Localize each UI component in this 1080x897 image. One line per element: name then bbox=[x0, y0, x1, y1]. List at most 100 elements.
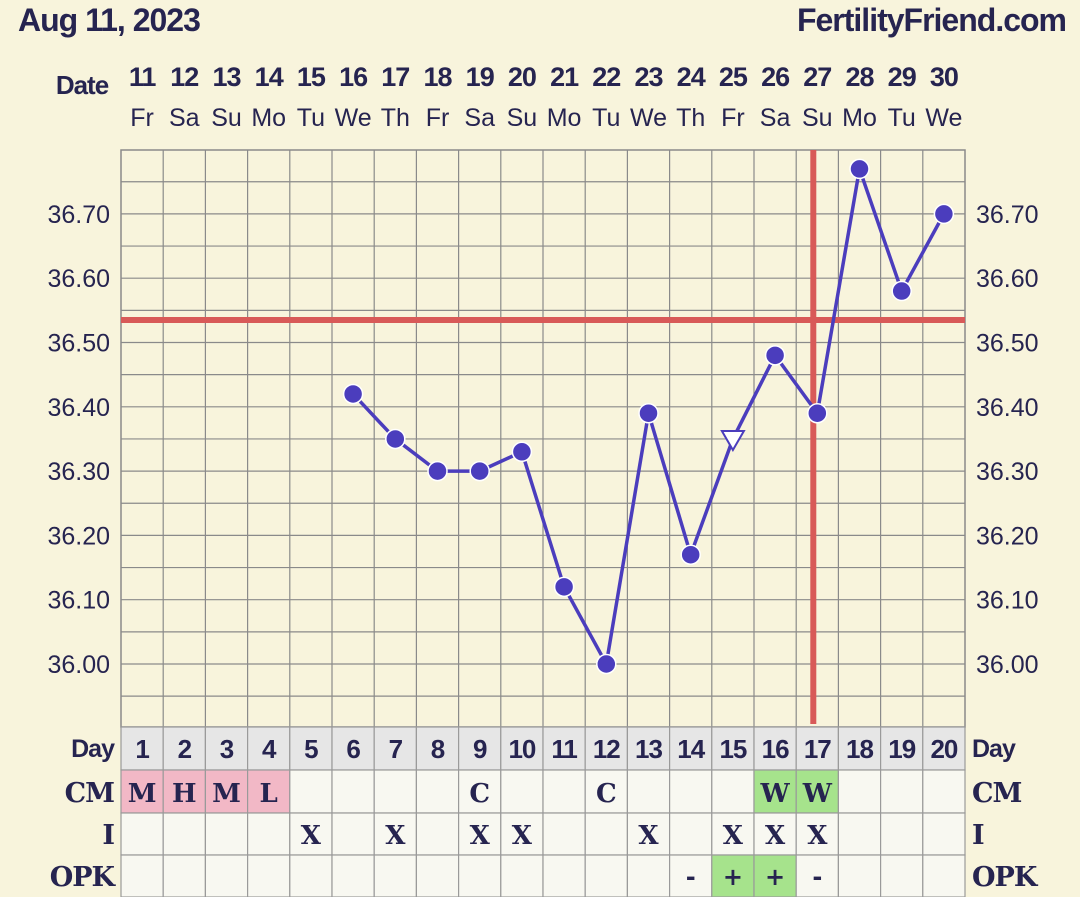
day-cell bbox=[626, 726, 671, 771]
cycle-day-label: 3 bbox=[220, 734, 234, 764]
opk-cell bbox=[879, 854, 924, 897]
cycle-day-label: 10 bbox=[508, 734, 535, 764]
cycle-day-label: 20 bbox=[930, 734, 957, 764]
date-label: 15 bbox=[297, 62, 326, 92]
opk-cell bbox=[415, 854, 460, 897]
weekday-label: Su bbox=[211, 104, 242, 132]
weekday-label: Tu bbox=[592, 104, 620, 132]
intercourse-mark: X bbox=[470, 821, 491, 851]
opk-cell bbox=[120, 854, 164, 897]
cm-value: M bbox=[128, 779, 157, 809]
opk-cell bbox=[542, 854, 586, 897]
cycle-day-label: 5 bbox=[304, 734, 318, 764]
temperature-point bbox=[511, 441, 533, 463]
intercourse-mark: X bbox=[807, 821, 828, 851]
i-cell bbox=[373, 812, 418, 856]
site-name: FertilityFriend.com bbox=[796, 2, 1067, 38]
day-row-label-right: Day bbox=[972, 735, 1016, 763]
y-tick-label-right: 36.60 bbox=[976, 265, 1039, 293]
cm-value: L bbox=[260, 779, 278, 809]
weekday-label: Su bbox=[507, 104, 538, 132]
y-tick-label-left: 36.00 bbox=[47, 651, 110, 679]
cm-cell bbox=[500, 769, 544, 814]
cycle-day-label: 2 bbox=[178, 734, 192, 764]
cm-cell bbox=[331, 769, 375, 814]
date-label: 21 bbox=[550, 62, 579, 92]
opk-cell bbox=[668, 854, 713, 897]
cm-cell bbox=[415, 769, 460, 814]
y-tick-label-left: 36.60 bbox=[47, 265, 110, 293]
weekday-label: We bbox=[335, 104, 372, 132]
temperature-point bbox=[553, 576, 575, 598]
date-label: 28 bbox=[845, 62, 874, 92]
opk-cell bbox=[753, 854, 797, 897]
opk-cell bbox=[922, 854, 966, 897]
intercourse-mark: X bbox=[385, 821, 406, 851]
temperature-point bbox=[849, 158, 870, 180]
i-cell bbox=[331, 812, 375, 856]
date-label: 19 bbox=[466, 62, 495, 92]
temperature-line-segment bbox=[646, 412, 693, 556]
opk-cell bbox=[626, 854, 671, 897]
i-cell bbox=[753, 812, 797, 856]
cm-cell bbox=[626, 769, 671, 814]
i-cell bbox=[542, 812, 586, 856]
cm-value: W bbox=[759, 779, 790, 809]
weekday-label: Fr bbox=[130, 104, 154, 132]
y-tick-label-right: 36.50 bbox=[976, 330, 1039, 358]
date-label: 29 bbox=[888, 62, 917, 92]
weekday-label: Mo bbox=[251, 104, 286, 132]
date-label: 12 bbox=[170, 62, 198, 92]
cycle-day-label: 18 bbox=[846, 734, 873, 764]
intercourse-mark: X bbox=[301, 821, 322, 851]
opk-cell bbox=[162, 854, 206, 897]
date-label: 25 bbox=[719, 62, 748, 92]
date-label: 30 bbox=[930, 62, 958, 92]
i-cell bbox=[584, 812, 629, 856]
temperature-point bbox=[385, 428, 406, 450]
weekday-label: Tu bbox=[297, 104, 325, 132]
cm-cell bbox=[458, 769, 502, 814]
temperature-point bbox=[891, 280, 912, 302]
cycle-day-label: 4 bbox=[262, 734, 277, 764]
day-cell bbox=[162, 726, 206, 771]
cycle-day-label: 14 bbox=[677, 734, 705, 764]
cycle-day-label: 13 bbox=[635, 734, 662, 764]
opk-cell bbox=[331, 854, 375, 897]
day-cell bbox=[204, 726, 249, 771]
day-cell bbox=[289, 726, 333, 771]
y-tick-label-left: 36.50 bbox=[47, 330, 110, 358]
temperature-line-segment bbox=[815, 168, 862, 414]
cm-row-label-right: CM bbox=[972, 778, 1021, 809]
day-cell bbox=[584, 726, 629, 771]
intercourse-row-label-right: I bbox=[972, 820, 984, 851]
temperature-point-open bbox=[720, 429, 746, 452]
cycle-day-label: 7 bbox=[389, 734, 403, 764]
date-label: 13 bbox=[212, 62, 241, 92]
weekday-label: Fr bbox=[426, 104, 450, 132]
cm-row-label-left: CM bbox=[65, 778, 114, 809]
cm-cell bbox=[668, 769, 713, 814]
weekday-label: Su bbox=[802, 104, 833, 132]
date-label: 11 bbox=[129, 62, 157, 92]
weekday-label: Mo bbox=[842, 104, 877, 132]
i-cell bbox=[162, 812, 206, 856]
temperature-point bbox=[638, 402, 659, 424]
y-tick-label-left: 36.10 bbox=[47, 587, 110, 615]
opk-cell bbox=[458, 854, 502, 897]
temperature-line-segment bbox=[731, 354, 777, 440]
cm-value: C bbox=[596, 779, 617, 809]
chart-date: Aug 11, 2023 bbox=[18, 2, 201, 38]
day-cell bbox=[795, 726, 840, 771]
i-cell bbox=[795, 812, 840, 856]
cycle-day-label: 17 bbox=[804, 734, 831, 764]
day-row-label-left: Day bbox=[71, 735, 115, 763]
weekday-label: We bbox=[630, 104, 667, 132]
cycle-day-label: 15 bbox=[719, 734, 746, 764]
i-cell bbox=[879, 812, 924, 856]
weekday-label: Sa bbox=[464, 104, 495, 132]
opk-cell bbox=[289, 854, 333, 897]
opk-cell bbox=[204, 854, 249, 897]
cycle-day-label: 9 bbox=[473, 734, 487, 764]
